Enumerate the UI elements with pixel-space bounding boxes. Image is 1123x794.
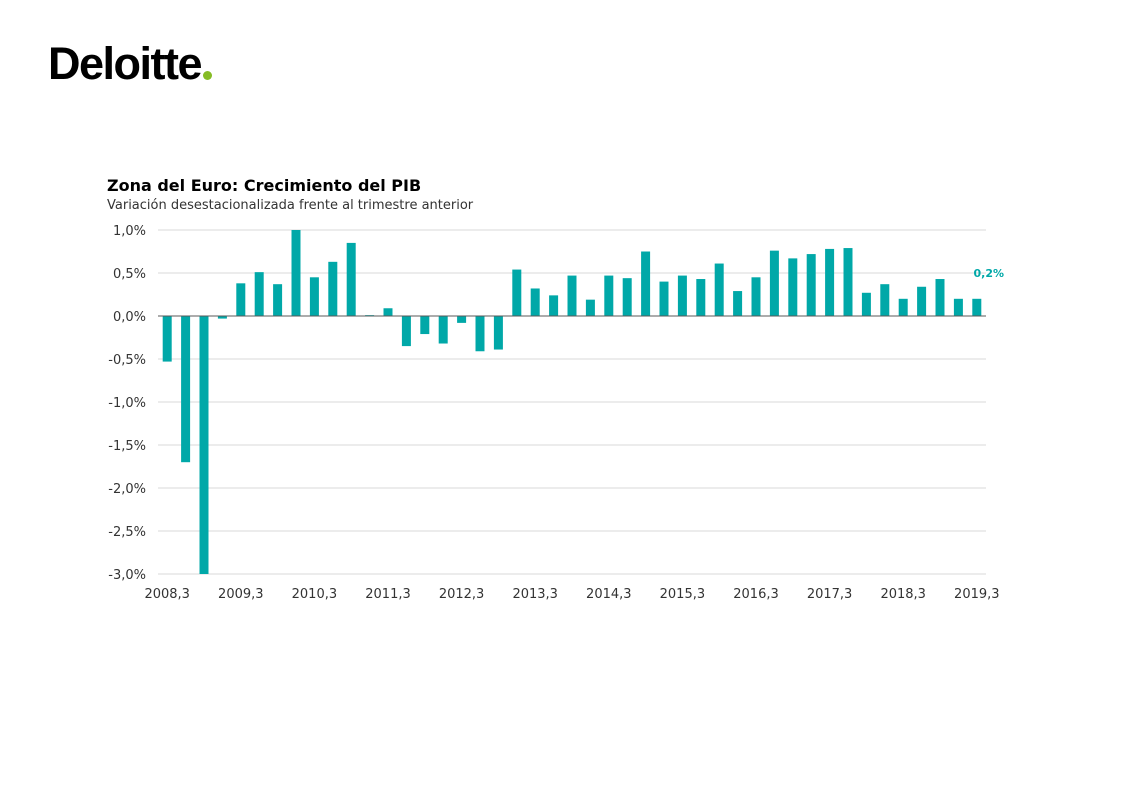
bar [383,308,393,316]
y-tick-label: 0,5% [113,267,146,282]
bar [733,291,743,316]
bar [898,298,908,316]
bar [825,248,835,316]
bar [401,316,411,347]
bar [769,250,779,316]
y-tick-label: 1,0% [113,224,146,239]
bar [254,272,264,316]
x-tick-label: 2014,3 [586,587,632,602]
bar [714,263,724,316]
x-tick-label: 2009,3 [218,587,264,602]
bar [641,251,651,316]
bar [162,316,172,362]
bar [309,277,319,316]
bar [493,316,503,350]
y-tick-label: -2,0% [108,482,146,497]
x-tick-label: 2013,3 [512,587,558,602]
logo-text: Deloitte [48,38,203,89]
deloitte-logo: Deloitte [48,36,213,89]
chart-subtitle: Variación desestacionalizada frente al t… [107,198,474,213]
y-tick-label: -0,5% [108,353,146,368]
y-tick-label: -3,0% [108,568,146,583]
bar [438,316,448,344]
x-tick-label: 2010,3 [292,587,338,602]
y-tick-label: 0,0% [113,310,146,325]
bar [861,292,871,316]
bar [457,316,467,323]
bar [567,275,577,316]
bar [530,288,540,316]
x-tick-label: 2019,3 [954,587,1000,602]
y-tick-label: -1,5% [108,439,146,454]
x-tick-label: 2012,3 [439,587,485,602]
x-tick-label: 2017,3 [807,587,853,602]
logo-dot [203,71,213,80]
bar [181,316,191,463]
bar [659,281,669,316]
bar [512,269,522,316]
bar [328,261,338,316]
x-tick-label: 2015,3 [660,587,706,602]
bar [549,295,559,316]
bar [585,299,595,316]
bar [677,275,687,316]
x-tick-label: 2018,3 [880,587,926,602]
bar [217,316,227,319]
y-tick-label: -2,5% [108,525,146,540]
bar [935,279,945,316]
bar [972,298,982,316]
chart-title: Zona del Euro: Crecimiento del PIB [107,176,422,195]
bar [751,277,761,316]
bar [953,298,963,316]
y-tick-label: -1,0% [108,396,146,411]
bar [806,254,816,316]
bar [291,230,301,316]
data-label: 0,2% [974,267,1005,280]
x-tick-label: 2011,3 [365,587,411,602]
bar [199,316,209,574]
bar [880,284,890,316]
bar [420,316,430,335]
bar [236,283,246,316]
bar [843,248,853,316]
bar [604,275,614,316]
bar [273,284,283,316]
bar [696,279,706,316]
bar [917,286,927,316]
x-tick-label: 2016,3 [733,587,779,602]
x-tick-label: 2008,3 [144,587,190,602]
bar [475,316,485,352]
bar [622,278,632,316]
bar [346,242,356,316]
bar [788,258,798,316]
